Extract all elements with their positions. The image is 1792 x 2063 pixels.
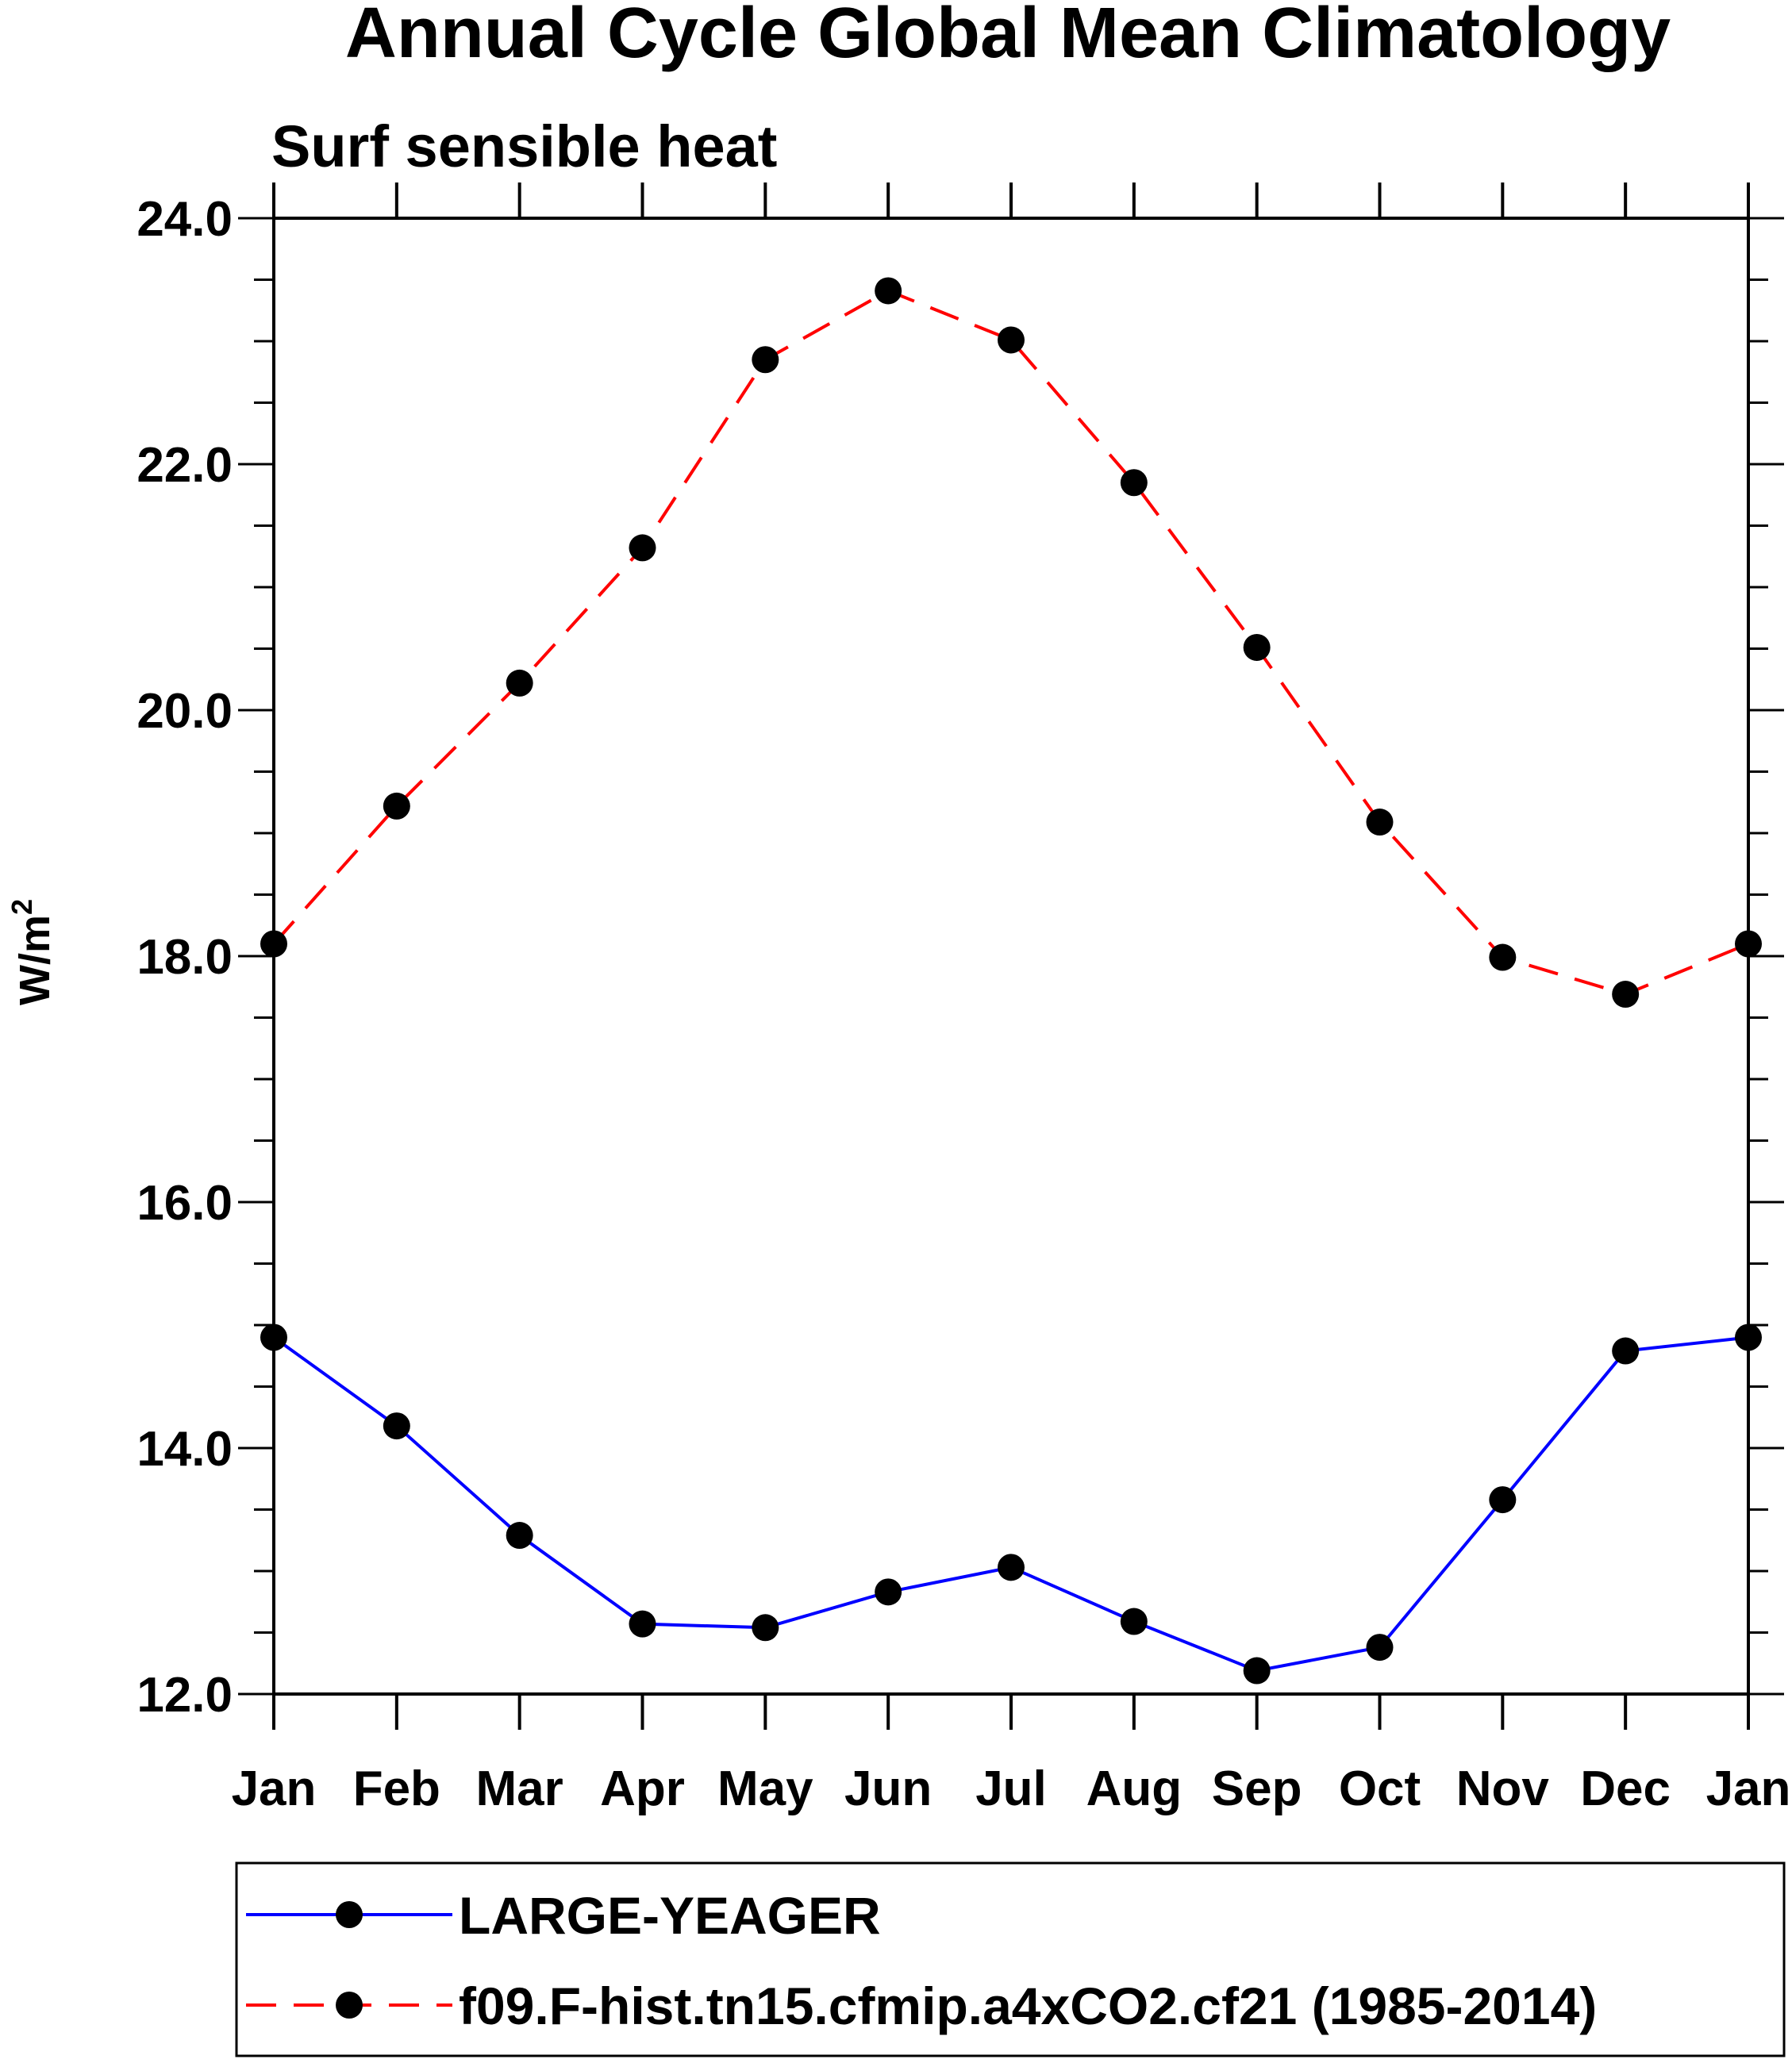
x-tick-label: May [717, 1761, 813, 1816]
series-line-0 [272, 1335, 1749, 1673]
series-1-point-6 [998, 326, 1025, 354]
series-1-point-5 [875, 277, 902, 305]
legend-marker-large-yeager [336, 1901, 363, 1928]
x-tick-label: Oct [1339, 1761, 1421, 1816]
x-tick-label: Jul [975, 1761, 1047, 1816]
chart-subtitle: Surf sensible heat [271, 113, 777, 179]
series-1-point-11 [1612, 981, 1640, 1008]
y-axis-label: W/m2 [6, 899, 59, 1005]
series-layer [260, 277, 1762, 1685]
y-tick-label: 22.0 [137, 438, 233, 493]
series-0-point-6 [998, 1554, 1025, 1581]
series-0-point-8 [1243, 1657, 1271, 1685]
x-tick-label: Aug [1086, 1761, 1182, 1816]
legend-marker-f09 [336, 1992, 363, 2019]
y-tick-label: 20.0 [137, 684, 233, 739]
chart-title: Annual Cycle Global Mean Climatology [345, 0, 1671, 73]
x-tick-label: Dec [1580, 1761, 1671, 1816]
series-1-point-9 [1366, 809, 1394, 836]
series-1-point-8 [1243, 633, 1271, 661]
x-tick-label: Mar [476, 1761, 563, 1816]
legend-label-f09: f09.F-hist.tn15.cfmip.a4xCO2.cf21 (1985-… [459, 1977, 1597, 2035]
y-tick-label: 16.0 [137, 1176, 233, 1231]
y-tick-label: 12.0 [137, 1668, 233, 1723]
svg-text:W/m2: W/m2 [6, 899, 59, 1005]
x-tick-label: Nov [1456, 1761, 1550, 1816]
series-1-point-3 [629, 534, 656, 562]
series-0-point-5 [875, 1578, 902, 1606]
x-tick-label: Jun [844, 1761, 932, 1816]
x-tick-label: Jan [1706, 1761, 1791, 1816]
x-tick-label: Jan [232, 1761, 317, 1816]
series-0-point-7 [1120, 1608, 1148, 1635]
legend-box [235, 1861, 1786, 2057]
y-tick-label: 14.0 [137, 1422, 233, 1477]
plot-frame [272, 217, 1750, 1696]
x-tick-label: Apr [600, 1761, 685, 1816]
y-axis-label-superscript: 2 [6, 899, 38, 915]
series-1-point-4 [752, 346, 779, 374]
series-1-point-2 [506, 669, 533, 697]
legend-label-large-yeager: LARGE-YEAGER [459, 1886, 881, 1945]
series-0-point-3 [629, 1610, 656, 1638]
x-tick-label: Feb [353, 1761, 440, 1816]
series-line-1 [272, 289, 1749, 997]
x-tick-labels: Jan Feb Mar Apr May Jun Jul Aug Sep Oct Nov Dec Jan [232, 1761, 1791, 1816]
series-1-point-1 [383, 792, 410, 820]
axis-ticks [238, 182, 1784, 1730]
series-0-point-1 [383, 1412, 410, 1440]
y-tick-label: 18.0 [137, 930, 233, 985]
y-tick-labels: 24.0 22.0 20.0 18.0 16.0 14.0 12.0 [137, 192, 233, 1723]
series-0-point-11 [1612, 1337, 1640, 1365]
series-0-point-9 [1366, 1634, 1394, 1662]
series-0-point-10 [1489, 1486, 1517, 1514]
series-0-point-4 [752, 1614, 779, 1642]
y-tick-label: 24.0 [137, 192, 233, 247]
y-axis-label-text: W/m [11, 915, 59, 1005]
series-0-point-2 [506, 1522, 533, 1550]
series-1-point-10 [1489, 943, 1517, 971]
series-1-point-7 [1120, 469, 1148, 497]
x-tick-label: Sep [1212, 1761, 1302, 1816]
legend: LARGE-YEAGER f09.F-hist.tn15.cfmip.a4xCO… [235, 1861, 1786, 2057]
